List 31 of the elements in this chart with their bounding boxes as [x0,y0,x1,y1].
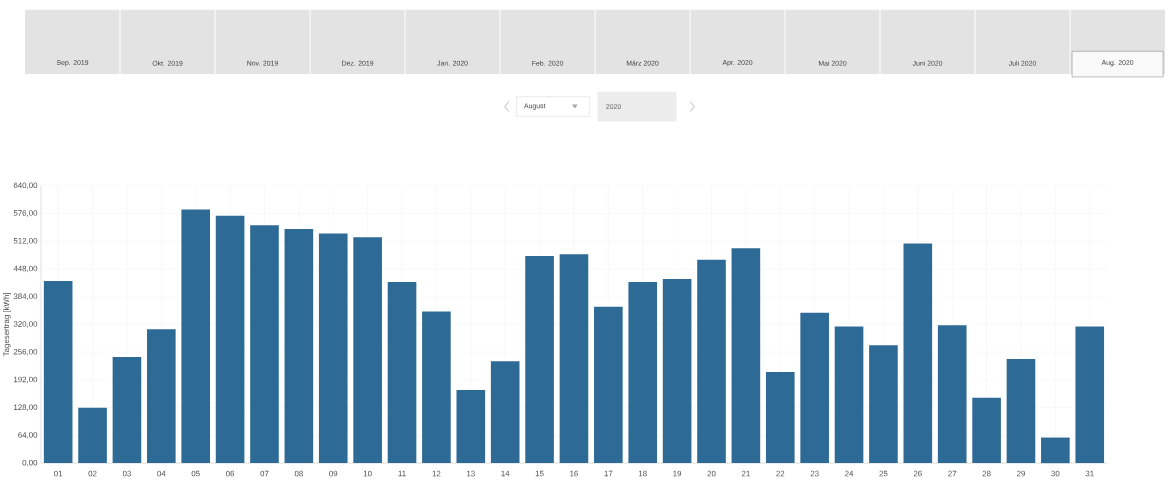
bar [456,390,486,464]
bar [284,229,314,464]
bar [834,326,864,464]
bar [490,361,520,464]
bar [903,243,933,464]
bar [662,279,692,464]
bar [559,254,589,464]
bar [43,281,73,464]
bar [1006,359,1036,464]
bar [181,209,211,464]
bar [147,329,176,464]
bar [594,306,623,464]
bar [250,225,279,464]
bar [697,260,726,464]
bar [869,345,898,464]
bar [765,372,795,464]
bar [387,282,417,464]
bar [215,215,245,464]
bar [800,312,829,464]
bar [353,237,382,464]
bar [731,248,761,464]
bar [112,357,142,464]
bar [1041,437,1070,464]
bar [525,256,554,464]
bar [628,282,658,464]
bar [78,407,107,464]
bar [972,397,1001,464]
bar [318,233,348,464]
bar [937,325,967,464]
bar [1075,326,1105,464]
bar [422,311,451,464]
